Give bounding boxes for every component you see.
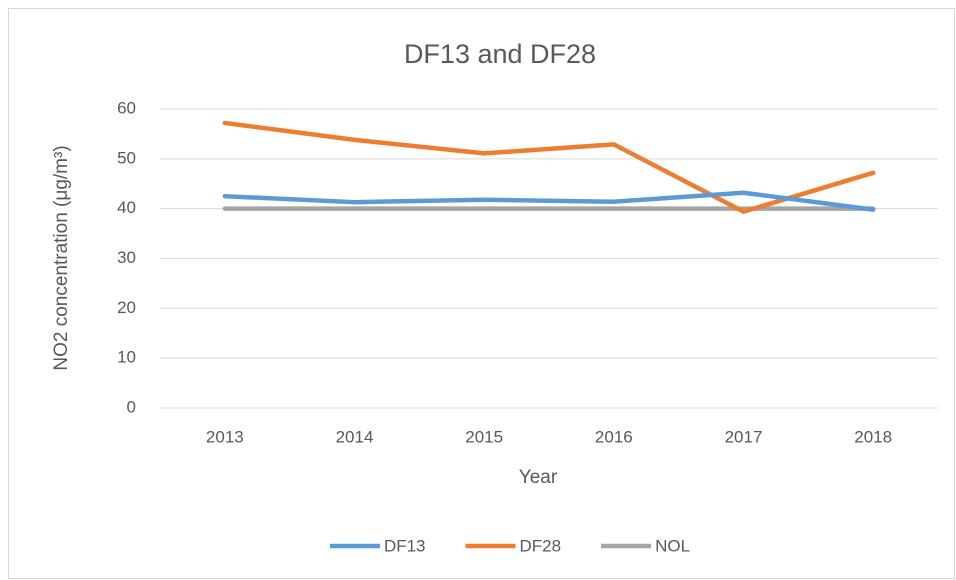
x-tick-label: 2018 — [854, 427, 892, 446]
chart-title: DF13 and DF28 — [404, 39, 596, 69]
y-tick-label: 0 — [127, 397, 136, 416]
y-tick-label: 10 — [117, 348, 136, 367]
legend-label: DF13 — [384, 536, 426, 555]
y-axis-label: NO2 concentration (μg/m³) — [51, 145, 72, 370]
y-tick-label: 60 — [117, 98, 136, 117]
legend-label: NOL — [655, 536, 690, 555]
series-line — [222, 190, 876, 212]
legend-label: DF28 — [520, 536, 562, 555]
x-tick-label: 2017 — [725, 427, 763, 446]
y-tick-label: 30 — [117, 248, 136, 267]
x-tick-label: 2015 — [465, 427, 503, 446]
x-tick-label: 2013 — [206, 427, 244, 446]
x-axis-label: Year — [519, 467, 558, 488]
y-tick-label: 40 — [117, 198, 136, 217]
x-tick-label: 2014 — [336, 427, 374, 446]
series-line — [222, 120, 876, 214]
x-tick-label: 2016 — [595, 427, 633, 446]
y-tick-label: 50 — [117, 148, 136, 167]
chart-border — [8, 8, 955, 579]
y-tick-label: 20 — [117, 298, 136, 317]
